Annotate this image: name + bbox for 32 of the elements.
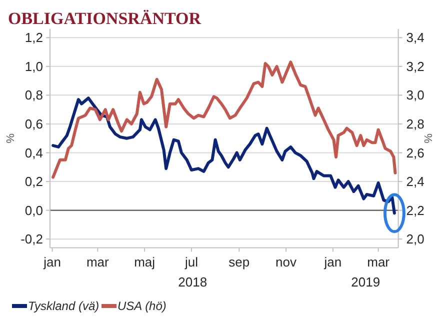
y2-tick-label: 2,8 xyxy=(406,116,424,132)
y-tick-label: -0,2 xyxy=(20,232,43,247)
y2-axis-title: % xyxy=(423,133,435,144)
y2-tick-label: 3,4 xyxy=(406,30,424,46)
y-tick-label: 0,8 xyxy=(24,88,43,103)
text: 2018 xyxy=(178,274,208,290)
x-tick-label: jul xyxy=(184,254,198,270)
y-axis-title: % xyxy=(5,133,17,144)
y-tick-label: 1,0 xyxy=(24,58,43,74)
y-tick-label: 0,2 xyxy=(24,174,43,190)
legend-label: USA (hö) xyxy=(118,299,166,314)
chart-title: OBLIGATIONSRÄNTOR xyxy=(8,9,202,28)
x-tick-label: nov xyxy=(276,254,298,270)
y2-tick-label: 3,0 xyxy=(406,88,424,103)
y-tick-label: 0,6 xyxy=(24,116,43,132)
y2-tick-label: 3,2 xyxy=(406,58,424,74)
line-series xyxy=(52,60,397,179)
x-tick-label: sep xyxy=(228,254,250,270)
legend-label: Tyskland (vä) xyxy=(28,299,100,314)
y2-tick-label: 2,6 xyxy=(406,145,424,160)
y2-tick-label: 2,0 xyxy=(406,232,424,247)
x-tick-label: jan xyxy=(323,254,342,270)
x-tick-label: mar xyxy=(367,254,390,270)
text: 2019 xyxy=(351,274,380,290)
y2-tick-label: 2,2 xyxy=(406,202,424,218)
y2-tick-label: 2,4 xyxy=(406,174,424,190)
x-tick-label: jan xyxy=(42,254,61,270)
y-tick-label: 0,4 xyxy=(24,145,43,160)
y-tick-label: 0,0 xyxy=(24,202,43,218)
x-tick-label: maj xyxy=(134,254,156,270)
y-tick-label: 1,2 xyxy=(24,30,43,46)
x-tick-label: mar xyxy=(86,254,110,270)
